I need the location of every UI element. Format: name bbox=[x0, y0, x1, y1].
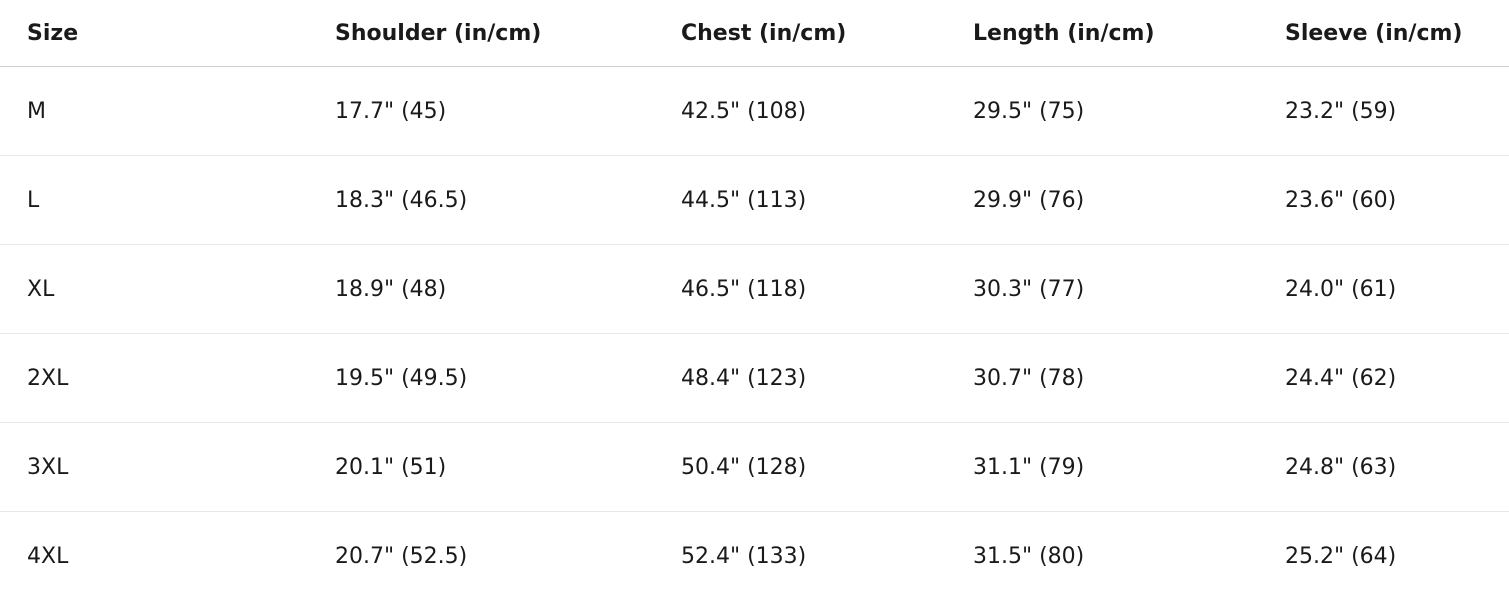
table-cell: 23.6" (60) bbox=[1258, 155, 1509, 245]
header-row: Size Shoulder (in/cm) Chest (in/cm) Length … bbox=[0, 0, 1509, 67]
table-cell: 20.1" (51) bbox=[308, 422, 654, 512]
table-cell: 30.3" (77) bbox=[946, 244, 1258, 334]
table-cell: 31.1" (79) bbox=[946, 422, 1258, 512]
table-cell: 29.9" (76) bbox=[946, 155, 1258, 245]
table-cell: 42.5" (108) bbox=[654, 66, 946, 156]
table-cell: 44.5" (113) bbox=[654, 155, 946, 245]
table-cell: M bbox=[0, 66, 308, 156]
table-cell: 3XL bbox=[0, 422, 308, 512]
table-cell: 20.7" (52.5) bbox=[335, 543, 468, 569]
column-header: Size bbox=[0, 0, 308, 67]
table-cell: L bbox=[0, 155, 308, 245]
table-cell: 19.5" (49.5) bbox=[308, 333, 654, 423]
table-cell: 17.7" (45) bbox=[308, 66, 654, 156]
table-cell: 52.4" (133) bbox=[681, 543, 807, 569]
table-cell: 25.2" (64) bbox=[1285, 543, 1397, 569]
table-body: M 17.7" (45) 42.5" (108) 29.5" (75) 23.2" (5… bbox=[0, 66, 1509, 601]
table-cell: 30.7" (78) bbox=[946, 333, 1258, 423]
table-row: 2XL 19.5" (49.5) 48.4" (123) 30.7" (78) 24.4… bbox=[0, 333, 1509, 423]
table-cell: 31.5" (80) bbox=[973, 543, 1085, 569]
table-row: L 18.3" (46.5) 44.5" (113) 29.9" (76) 23.6" … bbox=[0, 155, 1509, 245]
table-row: 4XL 20.7" (52.5) 52.4" (133) 31.5" (80) 25.2… bbox=[0, 512, 1509, 601]
table-cell: 23.2" (59) bbox=[1258, 66, 1509, 156]
table-cell: 2XL bbox=[0, 333, 308, 423]
table-cell: 24.4" (62) bbox=[1258, 333, 1509, 423]
table-cell: 4XL bbox=[27, 543, 69, 569]
table-cell: 50.4" (128) bbox=[654, 422, 946, 512]
column-header: Sleeve (in/cm) bbox=[1258, 0, 1509, 67]
table-row: 3XL 20.1" (51) 50.4" (128) 31.1" (79) 24.8" … bbox=[0, 422, 1509, 512]
column-header: Shoulder (in/cm) bbox=[308, 0, 654, 67]
column-header: Chest (in/cm) bbox=[654, 0, 946, 67]
column-header: Length (in/cm) bbox=[946, 0, 1258, 67]
table-cell: 18.9" (48) bbox=[308, 244, 654, 334]
table-cell: 48.4" (123) bbox=[654, 333, 946, 423]
table-row: XL 18.9" (48) 46.5" (118) 30.3" (77) 24.0" (… bbox=[0, 244, 1509, 334]
table-cell: 46.5" (118) bbox=[654, 244, 946, 334]
table-cell: XL bbox=[0, 244, 308, 334]
table-cell: 24.8" (63) bbox=[1258, 422, 1509, 512]
table-cell: 29.5" (75) bbox=[946, 66, 1258, 156]
table-cell: 24.0" (61) bbox=[1258, 244, 1509, 334]
table-row: M 17.7" (45) 42.5" (108) 29.5" (75) 23.2" (5… bbox=[0, 66, 1509, 156]
table-cell: 18.3" (46.5) bbox=[308, 155, 654, 245]
